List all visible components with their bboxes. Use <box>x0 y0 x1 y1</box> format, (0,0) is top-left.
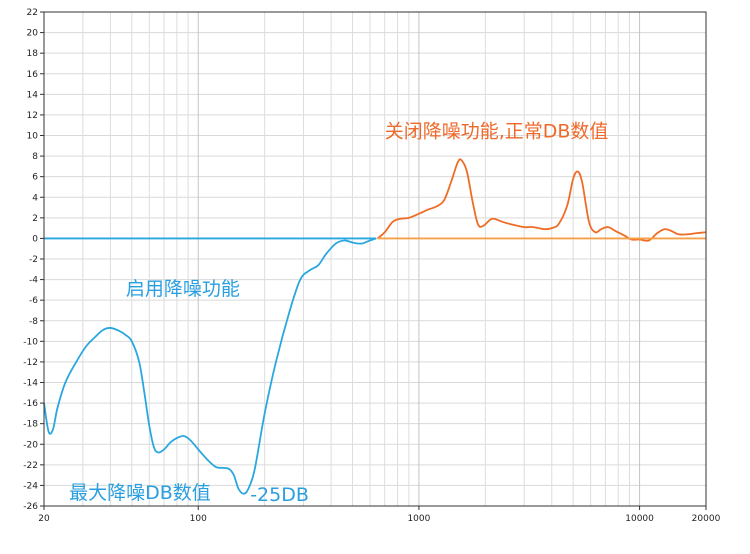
series-lines <box>43 158 707 495</box>
y-tick-label: 20 <box>27 29 39 39</box>
x-axis-ticks: 20 100 1000 10000 20000 <box>38 506 721 524</box>
y-tick-label: -22 <box>23 461 38 471</box>
y-tick-label: -6 <box>29 296 38 306</box>
y-tick-label: 8 <box>32 152 38 162</box>
y-tick-label: -18 <box>23 420 38 430</box>
y-tick-label: 12 <box>27 111 38 121</box>
y-tick-label: -16 <box>23 399 38 409</box>
x-tick-label: 20000 <box>692 514 721 524</box>
y-tick-label: -10 <box>23 337 38 347</box>
y-tick-label: -14 <box>23 379 38 389</box>
chart-annotation: 最大降噪DB数值 <box>69 482 211 504</box>
x-tick-label: 1000 <box>407 514 430 524</box>
y-tick-label: 6 <box>32 173 38 183</box>
series-line-1 <box>43 237 377 495</box>
x-tick-label: 10000 <box>625 514 654 524</box>
y-axis-ticks: 2220181614121086420-2-4-6-8-10-12-14-16-… <box>23 8 44 512</box>
chart-annotation: -25DB <box>250 484 309 506</box>
y-tick-label: 4 <box>32 193 38 203</box>
y-tick-label: 18 <box>27 49 39 59</box>
series-line-3 <box>377 158 707 242</box>
y-tick-label: -12 <box>23 358 38 368</box>
chart-annotation: 关闭降噪功能,正常DB数值 <box>385 121 609 143</box>
y-tick-label: 2 <box>32 214 38 224</box>
y-tick-label: -20 <box>23 440 38 450</box>
chart-annotation: 启用降噪功能 <box>126 278 240 300</box>
y-tick-label: -26 <box>23 502 38 512</box>
x-tick-label: 100 <box>190 514 207 524</box>
x-tick-label: 20 <box>38 514 50 524</box>
grid-lines <box>44 11 706 507</box>
y-tick-label: 0 <box>32 234 38 244</box>
y-tick-label: -4 <box>29 276 38 286</box>
y-tick-label: -8 <box>29 317 38 327</box>
y-tick-label: -2 <box>29 255 38 265</box>
y-tick-label: 22 <box>27 8 38 18</box>
y-tick-label: 10 <box>27 132 39 142</box>
y-tick-label: 16 <box>27 70 39 80</box>
y-tick-label: 14 <box>27 90 39 100</box>
y-tick-label: -24 <box>23 481 38 491</box>
